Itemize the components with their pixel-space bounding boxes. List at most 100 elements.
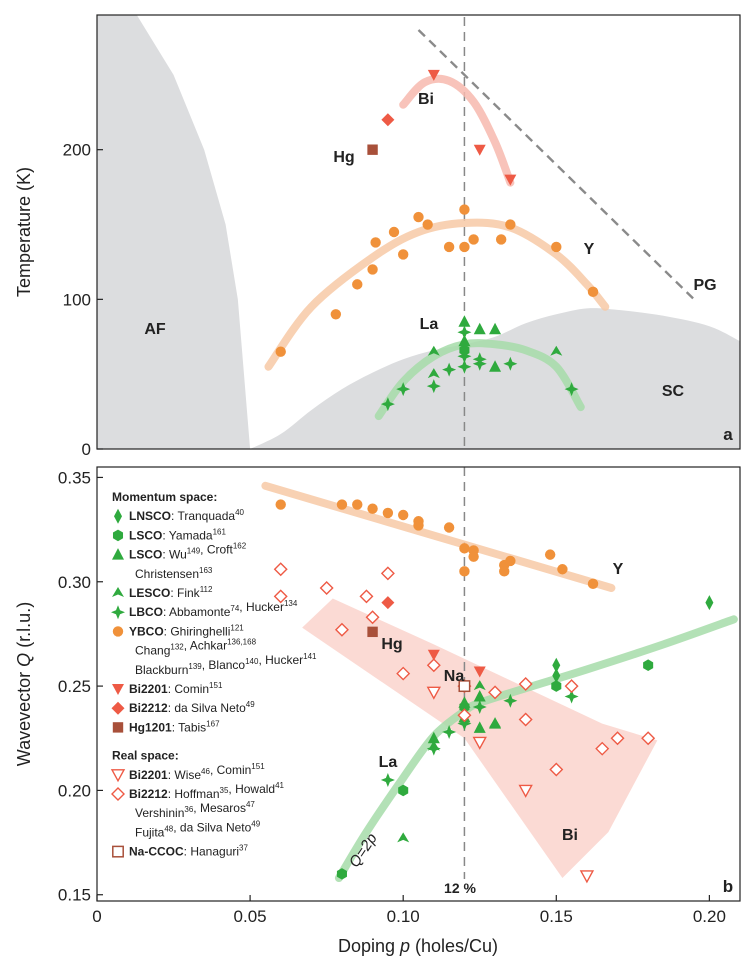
x-tick-label-1: 0.05 xyxy=(234,907,267,926)
point-b-lsco-wu-croft-christensen-0 xyxy=(427,731,440,744)
point-b-lesco-2 xyxy=(473,680,486,691)
point-b-bi2212-real-12 xyxy=(518,677,533,691)
guide-curve-bi xyxy=(399,74,515,187)
point-b-ybco-7 xyxy=(413,520,424,531)
point-b-ybco-4 xyxy=(382,507,394,519)
point-b-bi2212-real-7 xyxy=(396,666,411,681)
point-b-bi2201-real-2 xyxy=(518,784,533,798)
point-a-la-16 xyxy=(489,322,502,335)
point-b-ybco-1 xyxy=(336,499,348,510)
region-label-sc: SC xyxy=(662,383,685,400)
point-a-y-14 xyxy=(505,219,516,230)
point-a-y-10 xyxy=(459,241,470,253)
legend-real-marker-1 xyxy=(111,787,125,801)
point-a-y-9 xyxy=(443,241,455,253)
point-a-la-11 xyxy=(458,315,471,327)
y-tick-label-b-1: 0.20 xyxy=(58,781,91,800)
panel-b-label: b xyxy=(723,877,733,896)
pseudogap-line xyxy=(417,29,695,301)
legend-momentum-marker-4 xyxy=(111,605,125,620)
point-b-bi2212-real-1 xyxy=(273,589,288,604)
y-tick-label-b-3: 0.30 xyxy=(58,573,91,592)
point-a-la-14 xyxy=(473,322,486,335)
y-tick-label-a-0: 0 xyxy=(82,440,91,459)
legend-momentum-entry-2-line-1: Christensen163 xyxy=(135,566,213,581)
point-b-ybco-18 xyxy=(587,578,599,590)
point-a-la-9 xyxy=(458,334,471,347)
legend-momentum-marker-8 xyxy=(112,722,124,733)
point-b-bi2201-real-1 xyxy=(472,736,487,750)
legend-momentum-marker-1 xyxy=(112,529,124,542)
legend-momentum-entry-7-line-0: Bi2212: da Silva Neto49 xyxy=(129,700,255,715)
point-a-y-6 xyxy=(397,249,409,260)
point-b-bi2201-real-0 xyxy=(426,686,441,700)
legend-real-entry-0-line-0: Bi2201: Wise46, Comin151 xyxy=(129,762,265,782)
x-tick-label-2: 0.10 xyxy=(387,907,420,926)
point-b-ybco-9 xyxy=(459,543,470,554)
panel-a-labels: AF SC PG Bi Hg Y La xyxy=(144,91,716,400)
x-tick-label-4: 0.20 xyxy=(693,907,726,926)
point-b-ybco-12 xyxy=(468,551,479,562)
legend-real-entry-1-line-0: Bi2212: Hoffman35, Howald41 xyxy=(129,781,285,801)
point-a-la-13 xyxy=(472,352,487,367)
guide-curve-y xyxy=(264,218,610,371)
legend-momentum-entry-5-line-1: Chang132, Achkar136,168 xyxy=(135,638,257,658)
point-b-ybco-3 xyxy=(367,503,378,514)
point-b-ybco-16 xyxy=(544,549,556,560)
guide-curve-y-b xyxy=(261,481,616,593)
point-b-hg1201-0 xyxy=(367,626,378,638)
point-b-ybco-15 xyxy=(505,555,516,567)
point-a-bi2201-2 xyxy=(504,174,517,186)
point-a-hg1201-0 xyxy=(367,144,378,155)
point-b-lbco-6 xyxy=(564,689,579,704)
family-label-bi: Bi xyxy=(418,91,434,108)
point-b-bi2212-real-11 xyxy=(488,685,503,700)
legend-momentum-entry-8-line-0: Hg1201: Tabis167 xyxy=(129,719,220,734)
point-a-bi2201-1 xyxy=(473,144,486,156)
panel-a: AF SC PG Bi Hg Y La a 0 100 200 Temperatur… xyxy=(14,14,741,459)
point-a-la-5 xyxy=(442,362,457,377)
guide-curve-la xyxy=(374,339,585,421)
point-b-lbco-1 xyxy=(426,741,441,756)
point-b-bi2212-real-14 xyxy=(549,762,564,777)
point-a-la-1 xyxy=(396,382,411,397)
panel-a-guide-curves xyxy=(264,74,610,421)
af-region xyxy=(97,15,251,449)
legend-real-entry-1-line-2: Fujita48, da Silva Neto49 xyxy=(135,819,261,839)
legend-momentum-entry-5-line-0: YBCO: Ghiringhelli121 xyxy=(129,623,244,638)
point-b-bi2212-real-18 xyxy=(641,731,656,746)
family-label-la: La xyxy=(420,316,439,333)
point-a-y-13 xyxy=(495,234,507,245)
panel-a-data-points xyxy=(275,69,599,412)
point-b-bi2201-momentum-0 xyxy=(427,649,440,661)
point-b-lsco-wu-croft-christensen-4 xyxy=(473,721,486,733)
point-b-lesco-0 xyxy=(397,832,410,843)
point-b-ybco-8 xyxy=(443,522,455,533)
point-a-y-5 xyxy=(388,226,400,238)
legend-momentum-marker-2 xyxy=(112,548,124,560)
point-b-bi2212-real-2 xyxy=(319,581,334,596)
point-a-la-8 xyxy=(459,344,470,357)
family-label-hg-b: Hg xyxy=(381,636,402,653)
point-b-bi2212-real-16 xyxy=(595,741,610,756)
family-label-la-b: La xyxy=(379,754,398,771)
point-b-lbco-4 xyxy=(472,699,487,714)
point-b-lbco-0 xyxy=(380,772,395,787)
legend-momentum-entry-1-line-0: LSCO: Yamada161 xyxy=(129,527,227,542)
legend-momentum-header: Momentum space: xyxy=(112,490,217,504)
point-b-bi2212-real-0 xyxy=(273,562,288,577)
y-tick-label-b-0: 0.15 xyxy=(58,886,91,905)
legend-momentum-entry-3-line-0: LESCO: Fink112 xyxy=(129,585,213,600)
family-label-bi-b: Bi xyxy=(562,827,578,844)
point-a-y-7 xyxy=(413,211,424,223)
point-b-bi2212-real-10 xyxy=(457,708,472,723)
point-b-lsco-yamada-2 xyxy=(551,680,562,692)
point-b-bi2201-momentum-1 xyxy=(473,666,486,678)
point-b-bi2201-real-3 xyxy=(579,870,595,884)
ref-line-label: 12 % xyxy=(444,880,476,896)
point-b-lbco-3 xyxy=(457,716,472,731)
point-a-y-11 xyxy=(459,204,470,215)
legend-momentum-marker-0 xyxy=(114,508,122,524)
legend-real-marker-2 xyxy=(112,845,124,858)
